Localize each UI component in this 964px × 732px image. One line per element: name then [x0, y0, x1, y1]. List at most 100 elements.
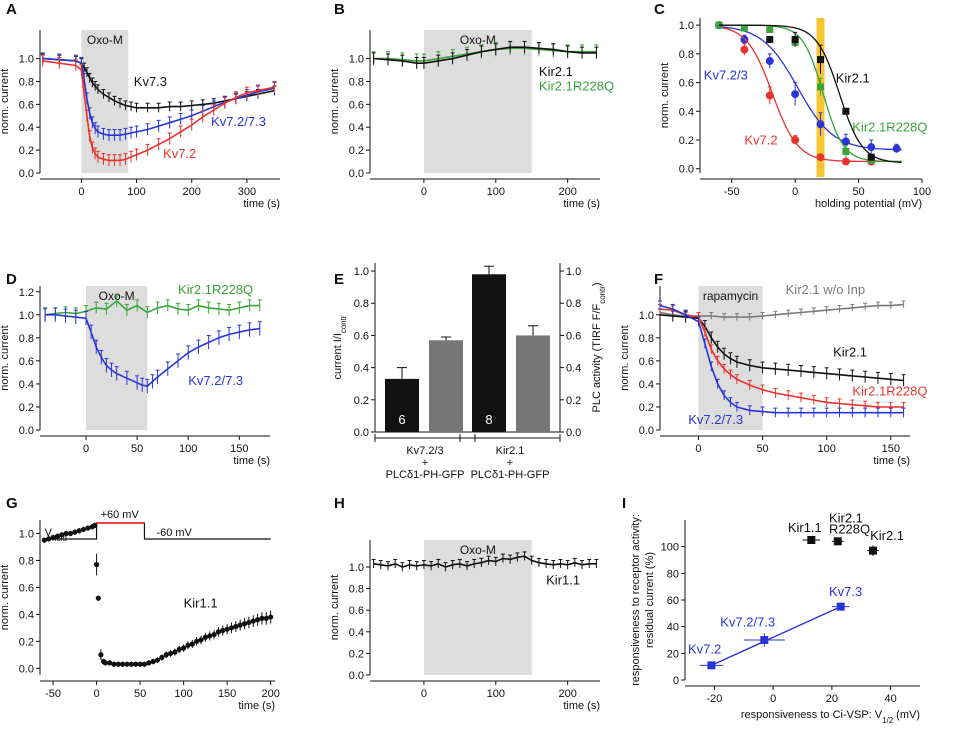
data-point — [237, 622, 243, 628]
data-point — [791, 36, 799, 44]
y-tick-label-D: 0.4 — [19, 379, 34, 391]
series-label-D: Kir2.1R228Q — [178, 282, 253, 297]
y-tick-label-D: 0.0 — [19, 425, 34, 437]
y-tick-label-H: 1.0 — [349, 562, 364, 574]
series-label-F: Kir2.1R228Q — [852, 383, 927, 398]
x-axis-label-I-tail: (mV) — [893, 709, 920, 721]
bar-E — [516, 335, 550, 432]
x-tick-label-B: 100 — [487, 186, 505, 198]
series-label-B: Kir2.1 — [539, 64, 573, 79]
y-axis-label-A: norm. current — [0, 69, 11, 134]
data-point — [163, 652, 169, 658]
point-label-I: Kir2.1 — [829, 511, 863, 526]
y-tick-label-G: 0.6 — [19, 582, 34, 594]
data-point — [268, 614, 274, 620]
x-tick-label-D: 50 — [131, 443, 143, 455]
y-tick-label-F: 0.0 — [639, 425, 654, 437]
group-label: Kv7.2/3 — [406, 445, 443, 457]
y-tick-label-I: 20 — [667, 648, 679, 660]
data-point — [181, 645, 187, 651]
y-tick-label-E: 0.6 — [354, 330, 369, 342]
x-tick-label-D: 150 — [230, 443, 248, 455]
stimulus-shade-A — [81, 30, 129, 173]
data-point — [150, 658, 156, 665]
point-label-I: Kv7.2/7.3 — [720, 615, 775, 630]
x-tick-label-B: 200 — [558, 186, 576, 198]
bar-E — [429, 340, 463, 432]
data-point — [67, 530, 74, 537]
data-point — [246, 619, 252, 626]
x-tick-label-C: -50 — [724, 186, 740, 198]
x-tick-label-F: 150 — [882, 443, 900, 455]
y-tick-label-H: 0.2 — [349, 648, 364, 660]
panel-label-G: G — [6, 495, 18, 512]
group-plus: + — [422, 457, 428, 469]
protocol-vhold-main: V — [45, 527, 53, 539]
y-axis-label-F: norm. current — [619, 325, 631, 390]
y-tick-label-F: 0.2 — [639, 402, 654, 414]
data-point — [211, 631, 217, 638]
y-tick-label-A: 0.4 — [19, 122, 34, 134]
protocol-vhold-sub: hold — [52, 534, 67, 543]
point-label-I: Kv7.2 — [688, 641, 721, 656]
x-tick-label-G: -50 — [45, 688, 61, 700]
data-point — [41, 537, 47, 543]
x-axis-label-G: time (s) — [238, 700, 275, 712]
x-axis-label-I: responsiveness to Ci-VSP: V1/2 (mV) — [741, 709, 920, 725]
series-label-A: Kv7.2/7.3 — [211, 114, 266, 129]
y-axis-label-H: norm. current — [329, 575, 341, 640]
y-tick-label-B: 0.6 — [349, 99, 364, 111]
y-tick-label-I: 0 — [673, 675, 679, 687]
x-tick-label-C: 50 — [852, 186, 864, 198]
y-tick-label-A: 0.2 — [19, 145, 34, 157]
y-axis-label-E: current I/Icontr — [332, 315, 348, 379]
data-point — [115, 661, 121, 667]
bar-E — [472, 274, 506, 432]
y-tick-label-I: 60 — [667, 595, 679, 607]
data-point-I — [869, 546, 877, 555]
data-point — [740, 24, 748, 32]
data-point — [107, 660, 113, 666]
y-tick-label-right-E: 0.6 — [566, 330, 581, 342]
data-point — [111, 661, 117, 667]
y-tick-label-G: 1.0 — [19, 528, 34, 540]
x-tick-label-I: 20 — [826, 693, 838, 705]
series-label-C: Kir2.1R228Q — [852, 119, 927, 134]
y-tick-label-C: 0.8 — [679, 49, 694, 61]
y-axis-right-label-E-main: PLC activity (TIRF F/F — [591, 303, 603, 412]
data-point — [765, 91, 774, 100]
data-point-I — [836, 602, 845, 611]
y-tick-label-E: 0.8 — [354, 298, 369, 310]
reference-potential-bar — [816, 18, 825, 177]
data-point — [766, 25, 774, 33]
group-label: Kir2.1 — [496, 445, 525, 457]
data-point — [102, 660, 108, 666]
data-point — [189, 641, 195, 647]
panel-label-D: D — [6, 271, 17, 288]
x-tick-label-H: 100 — [487, 688, 505, 700]
series-A-2 — [40, 54, 277, 167]
x-axis-label-H: time (s) — [563, 700, 600, 712]
data-point — [220, 627, 226, 634]
y-tick-label-F: 0.4 — [639, 379, 654, 391]
x-tick-label-H: 0 — [421, 688, 427, 700]
y-tick-label-right-E: 1.0 — [566, 266, 581, 278]
series-G-0 — [41, 522, 274, 667]
y-tick-label-D: 0.2 — [19, 402, 34, 414]
series-line — [45, 314, 260, 388]
y-tick-label-C: 0.4 — [679, 106, 694, 118]
y-tick-label-I: 40 — [667, 622, 679, 634]
regression-line — [711, 606, 841, 666]
x-tick-label-I: -20 — [706, 693, 722, 705]
y-tick-label-H: 0.6 — [349, 605, 364, 617]
series-line — [42, 60, 275, 162]
y-tick-label-B: 0.0 — [349, 168, 364, 180]
series-label-A: Kv7.2 — [163, 146, 196, 161]
x-tick-label-F: 0 — [695, 443, 701, 455]
y-tick-label-C: 1.0 — [679, 20, 694, 32]
data-point-I — [707, 661, 716, 670]
panel-label-B: B — [334, 1, 345, 18]
panel-label-C: C — [654, 1, 665, 18]
x-axis-label-D: time (s) — [233, 455, 270, 467]
data-point — [207, 633, 213, 639]
